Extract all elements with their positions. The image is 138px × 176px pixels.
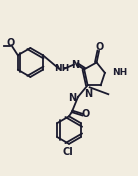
Text: N: N <box>84 89 92 99</box>
Text: O: O <box>7 38 15 48</box>
Text: N: N <box>71 59 79 70</box>
Text: N: N <box>68 93 77 103</box>
Text: Cl: Cl <box>62 147 73 157</box>
Text: NH: NH <box>112 68 127 77</box>
Text: O: O <box>82 109 90 119</box>
Text: O: O <box>96 42 104 52</box>
Text: NH: NH <box>54 64 69 73</box>
